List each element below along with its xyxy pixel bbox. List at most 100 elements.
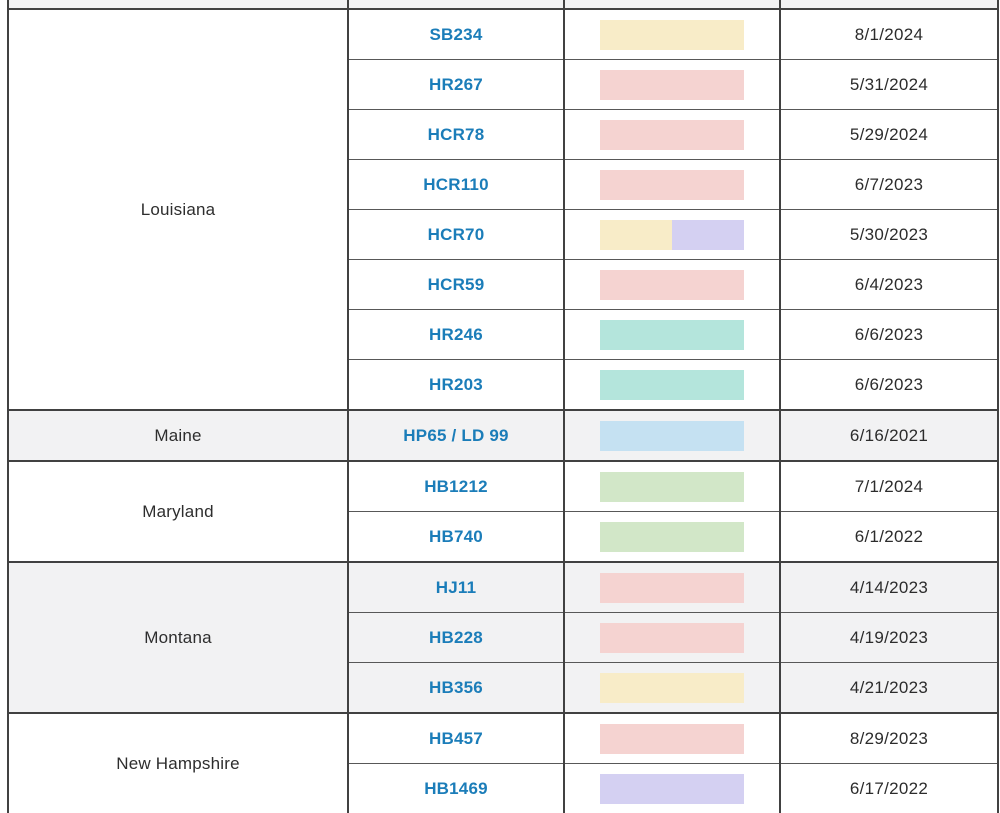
status-color-swatch — [600, 269, 744, 300]
status-color-swatch — [600, 369, 744, 400]
date-cell: 4/19/2023 — [779, 612, 999, 663]
status-color-segment — [600, 773, 744, 804]
state-group: Montana HJ11 4/14/2023 HB228 4/19/2023 HB356 4… — [7, 561, 999, 714]
table-row: HB356 4/21/2023 — [8, 662, 999, 714]
bill-link[interactable]: HCR78 — [427, 124, 485, 144]
status-cell — [563, 612, 781, 663]
date-cell: 4/21/2023 — [779, 662, 999, 714]
cropped-row-top — [7, 0, 999, 10]
bill-cell: HB228 — [347, 612, 565, 663]
legislation-table: Louisiana SB234 8/1/2024 HR267 5/31/2024 HCR7… — [7, 0, 999, 813]
bill-link[interactable]: HB740 — [429, 526, 483, 546]
date-cell: 5/31/2024 — [779, 59, 999, 110]
state-cell: Maryland — [7, 460, 349, 563]
status-color-swatch — [600, 420, 744, 451]
bill-cell: HB356 — [347, 662, 565, 714]
date-cell: 6/1/2022 — [779, 511, 999, 563]
table-row: HR267 5/31/2024 — [8, 59, 999, 110]
bill-cell — [347, 0, 565, 10]
status-color-swatch — [600, 169, 744, 200]
status-cell — [563, 561, 781, 613]
bill-link[interactable]: HB356 — [429, 677, 483, 697]
bill-cell: HR203 — [347, 359, 565, 411]
status-cell — [563, 763, 781, 813]
date-cell: 8/1/2024 — [779, 8, 999, 60]
bill-link[interactable]: HB1212 — [424, 476, 488, 496]
table-row: HCR59 6/4/2023 — [8, 259, 999, 310]
status-color-swatch — [600, 69, 744, 100]
status-color-swatch — [600, 19, 744, 50]
status-color-segment — [600, 521, 744, 552]
table-row: HB228 4/19/2023 — [8, 612, 999, 663]
status-cell — [563, 0, 781, 10]
date-cell: 7/1/2024 — [779, 460, 999, 512]
status-cell — [563, 209, 781, 260]
state-group: Louisiana SB234 8/1/2024 HR267 5/31/2024 HCR7… — [7, 8, 999, 411]
status-cell — [563, 109, 781, 160]
date-cell: 8/29/2023 — [779, 712, 999, 764]
bill-cell: HB1469 — [347, 763, 565, 813]
status-color-swatch — [600, 471, 744, 502]
date-cell: 6/6/2023 — [779, 359, 999, 411]
date-cell: 6/6/2023 — [779, 309, 999, 360]
date-cell: 5/30/2023 — [779, 209, 999, 260]
status-cell — [563, 712, 781, 764]
date-cell: 6/4/2023 — [779, 259, 999, 310]
date-cell — [779, 0, 999, 10]
status-color-segment — [600, 672, 744, 703]
bill-cell: HP65 / LD 99 — [347, 409, 565, 462]
bill-link[interactable]: HCR70 — [427, 224, 485, 244]
bill-link[interactable]: HB1469 — [424, 778, 488, 798]
bill-link[interactable]: HP65 / LD 99 — [403, 425, 509, 445]
status-cell — [563, 309, 781, 360]
table-row: New Hampshire HB457 8/29/2023 — [7, 712, 999, 813]
table-row: HR246 6/6/2023 — [8, 309, 999, 360]
table-row: HCR70 5/30/2023 — [8, 209, 999, 260]
bill-link[interactable]: HCR59 — [427, 274, 485, 294]
bill-link[interactable]: HR246 — [429, 324, 483, 344]
status-color-segment — [600, 420, 744, 451]
status-color-swatch — [600, 119, 744, 150]
status-cell — [563, 460, 781, 512]
table-row: Maine HP65 / LD 99 6/16/2021 — [7, 409, 999, 462]
state-cell: Maine — [7, 409, 349, 462]
date-cell: 6/7/2023 — [779, 159, 999, 210]
status-color-segment — [600, 219, 672, 250]
bill-cell: HB740 — [347, 511, 565, 563]
date-cell: 6/16/2021 — [779, 409, 999, 462]
status-color-segment — [600, 319, 744, 350]
bill-link[interactable]: HJ11 — [435, 577, 477, 597]
bill-link[interactable]: HR203 — [429, 374, 483, 394]
status-color-segment — [600, 723, 744, 754]
table-row: HCR78 5/29/2024 — [8, 109, 999, 160]
bill-link[interactable]: HR267 — [429, 74, 483, 94]
status-color-segment — [600, 369, 744, 400]
table-row: Maryland HB1212 7/1/2024 — [7, 460, 999, 563]
bill-link[interactable]: HB228 — [429, 627, 483, 647]
table-row: Montana HJ11 4/14/2023 — [7, 561, 999, 714]
status-color-segment — [600, 69, 744, 100]
bill-cell: HCR59 — [347, 259, 565, 310]
status-color-swatch — [600, 723, 744, 754]
status-color-segment — [600, 269, 744, 300]
state-cell: New Hampshire — [7, 712, 349, 813]
state-group: Maryland HB1212 7/1/2024 HB740 6/1/2022 — [7, 460, 999, 563]
state-cell: Montana — [7, 561, 349, 714]
status-color-segment — [672, 219, 744, 250]
bill-link[interactable]: HCR110 — [423, 174, 489, 194]
status-color-swatch — [600, 672, 744, 703]
date-cell: 6/17/2022 — [779, 763, 999, 813]
bill-link[interactable]: SB234 — [429, 24, 483, 44]
status-color-swatch — [600, 572, 744, 603]
status-cell — [563, 511, 781, 563]
table-row — [7, 0, 999, 10]
state-group: New Hampshire HB457 8/29/2023 HB1469 6/17/20… — [7, 712, 999, 813]
status-color-segment — [600, 119, 744, 150]
bill-cell: HB457 — [347, 712, 565, 764]
status-color-swatch — [600, 521, 744, 552]
status-cell — [563, 259, 781, 310]
bill-cell: HR267 — [347, 59, 565, 110]
bill-link[interactable]: HB457 — [429, 728, 483, 748]
status-cell — [563, 8, 781, 60]
